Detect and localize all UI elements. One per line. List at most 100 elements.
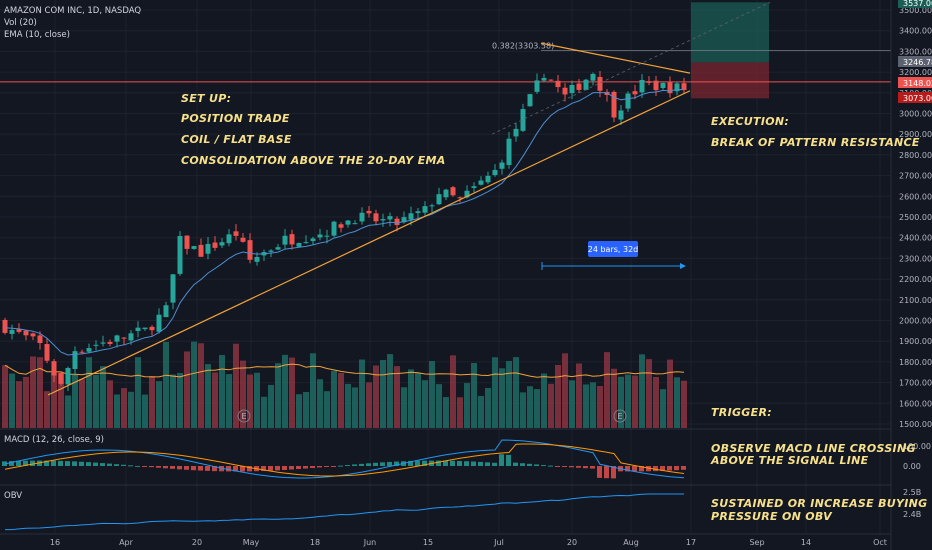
time-axis[interactable]: 16 Apr 20 May 18 Jun 15 Jul 20 Aug 17 Sep 14 Oct — [50, 538, 887, 547]
volume-ma-line — [4, 363, 685, 378]
price-axis-tick-label: 2500.00 — [899, 213, 932, 222]
macd-histogram-bar — [177, 466, 182, 470]
macd-histogram-bar — [128, 465, 133, 467]
trigger-item-4: PRESSURE ON OBV — [711, 510, 833, 523]
macd-histogram-bar — [478, 461, 483, 466]
setup-item-1: POSITION TRADE — [181, 112, 290, 125]
volume-bar — [506, 360, 512, 428]
candle-body — [660, 82, 666, 89]
volume-bar — [9, 373, 15, 428]
trigger-item-1: OBSERVE MACD LINE CROSSING — [711, 442, 916, 455]
candle-body — [44, 344, 50, 361]
candle-body — [310, 238, 316, 242]
price-axis-tick-label: 2900.00 — [899, 130, 932, 139]
time-axis-tick-label: 18 — [310, 538, 320, 547]
volume-bar — [86, 357, 92, 428]
volume-bar — [114, 394, 120, 428]
price-axis-tick-label: 1700.00 — [899, 379, 932, 388]
time-axis-tick-label: 20 — [567, 538, 577, 547]
candle-body — [86, 348, 92, 352]
macd-histogram-bar — [100, 463, 105, 466]
macd-histogram-bar — [352, 464, 357, 466]
macd-histogram-bar — [555, 466, 560, 467]
earnings-marker-2[interactable]: E — [613, 409, 627, 423]
volume-bar — [674, 377, 680, 428]
candle-body — [72, 351, 78, 369]
volume-bar — [212, 372, 218, 428]
macd-histogram-bar — [485, 462, 490, 466]
macd-histogram-bar — [275, 466, 280, 471]
volume-bar — [324, 391, 330, 428]
support-trendline[interactable] — [47, 90, 691, 396]
profit-zone — [691, 2, 769, 63]
execution-item-1: BREAK OF PATTERN RESISTANCE — [711, 136, 920, 149]
earnings-marker-1[interactable]: E — [237, 409, 251, 423]
candle-body — [618, 110, 624, 120]
candle-body — [597, 77, 603, 91]
volume-bar — [23, 376, 29, 428]
volume-bar — [604, 352, 610, 428]
measure-label: 24 bars, 32d — [588, 245, 639, 254]
macd-histogram-bar — [443, 460, 448, 466]
candle-body — [625, 93, 631, 109]
volume-bar — [79, 378, 85, 428]
macd-histogram-bar — [191, 466, 196, 471]
volume-bar — [667, 359, 673, 428]
candle-body — [611, 91, 617, 118]
candle-body — [443, 189, 449, 198]
volume-bar — [653, 376, 659, 428]
resistance-trendline[interactable] — [540, 42, 691, 74]
candle-body — [429, 205, 435, 207]
macd-histogram-bar — [268, 466, 273, 471]
macd-histogram-bar — [212, 466, 217, 472]
macd-histogram-bar — [422, 460, 427, 466]
volume-bar — [191, 341, 197, 428]
trigger-title: TRIGGER: — [711, 406, 772, 419]
candle-body — [135, 327, 141, 331]
candle-body — [240, 237, 246, 242]
candle-body — [415, 211, 421, 214]
price-axis-tick-label: 1500.00 — [899, 420, 932, 429]
macd-histogram-bar — [625, 466, 630, 472]
volume-bar — [289, 357, 295, 428]
trigger-item-3: SUSTAINED OR INCREASE BUYING — [711, 497, 928, 510]
candle-body — [303, 242, 309, 244]
volume-bar — [485, 387, 491, 428]
candle-body — [359, 212, 365, 222]
macd-histogram-bar — [135, 465, 140, 467]
measure-label-box — [588, 241, 638, 257]
bars-range-measure[interactable]: 24 bars, 32d — [541, 241, 686, 270]
candle-body — [30, 333, 36, 337]
volume-bar — [345, 383, 351, 428]
candle-body — [205, 243, 211, 254]
candle-body — [590, 73, 596, 81]
time-axis-tick-label: 20 — [192, 538, 202, 547]
volume-bar — [478, 395, 484, 428]
long-position-tool[interactable] — [691, 2, 769, 99]
candle-body — [506, 138, 512, 165]
macd-histogram-bar — [30, 460, 35, 466]
candle-body — [37, 335, 43, 343]
volume-bar — [338, 372, 344, 428]
macd-histogram-bar — [639, 466, 644, 472]
volume-bars — [2, 341, 687, 428]
candle-body — [275, 247, 281, 250]
time-axis-tick-label: 17 — [686, 538, 696, 547]
volume-bar — [625, 374, 631, 428]
candle-body — [268, 250, 274, 252]
macd-axis-tick-label: 0.00 — [903, 462, 921, 471]
macd-histogram-bar — [366, 463, 371, 466]
candle-body — [324, 235, 330, 237]
volume-bar — [121, 388, 127, 428]
price-axis[interactable]: 1500.00 1600.00 1700.00 1800.00 1900.00 2000.… — [899, 6, 932, 429]
volume-bar — [618, 376, 624, 428]
volume-bar — [226, 374, 232, 428]
volume-bar — [149, 375, 155, 428]
candle-body — [513, 128, 519, 137]
time-axis-tick-label: Jun — [363, 538, 377, 547]
macd-histogram-bar — [674, 466, 679, 471]
price-axis-tick-label: 2300.00 — [899, 254, 932, 263]
candle-body — [464, 190, 470, 198]
candle-body — [296, 243, 302, 247]
